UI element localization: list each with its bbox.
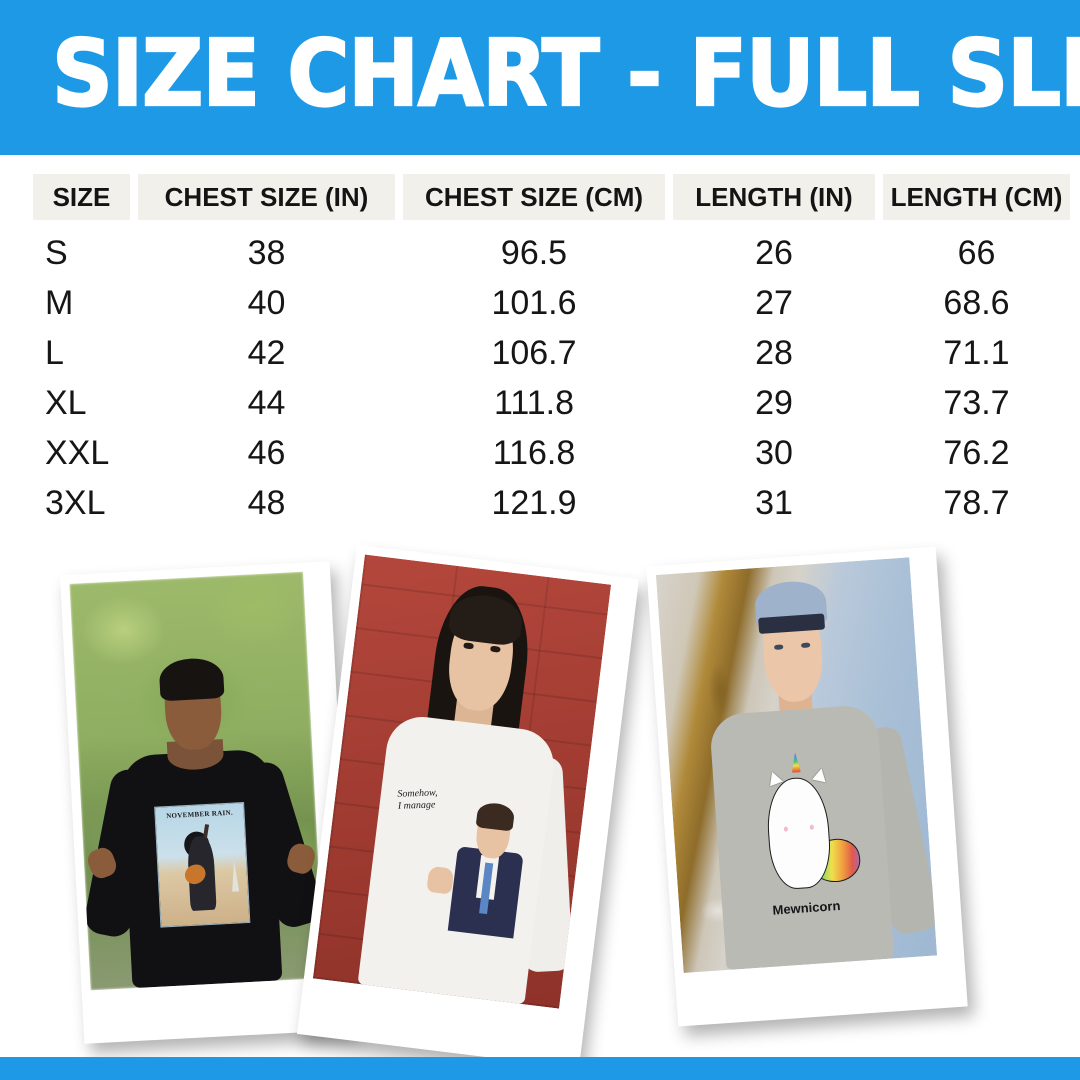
table-row: M 40 101.6 27 68.6	[33, 278, 1080, 328]
cell-chest-in: 46	[247, 434, 286, 472]
cell-chest-in: 48	[247, 484, 286, 522]
size-chart-table: SIZE CHEST SIZE (IN) CHEST SIZE (CM) LEN…	[0, 174, 1080, 528]
table-row: 3XL 48 121.9 31 78.7	[33, 478, 1080, 528]
cat-cheek-right	[809, 824, 814, 831]
table-row: L 42 106.7 28 71.1	[33, 328, 1080, 378]
shirt-print-text: NOVEMBER RAIN.	[165, 808, 234, 820]
product-photo-strip: NOVEMBER RAIN. Somehow, I manage	[0, 530, 1080, 1069]
cell-length-in: 29	[755, 384, 793, 422]
cell-length-cm: 76.2	[943, 434, 1010, 472]
header-body-spacer	[0, 220, 1080, 228]
cell-chest-in: 38	[247, 234, 286, 272]
cell-length-cm: 68.6	[943, 284, 1010, 322]
cell-size: S	[45, 234, 68, 272]
photo-image-white-tee: Somehow, I manage	[312, 554, 612, 1009]
cell-chest-in: 40	[247, 284, 286, 322]
cell-chest-cm: 116.8	[492, 434, 576, 472]
table-row: XXL 46 116.8 30 76.2	[33, 428, 1080, 478]
rainbow-horn	[790, 752, 800, 773]
page-title: SIZE CHART - FULL SLEEVES	[51, 19, 1080, 128]
right-eye	[800, 642, 811, 649]
cell-size: 3XL	[45, 484, 106, 522]
table-row: S 38 96.5 26 66	[33, 228, 1080, 278]
cat-body	[764, 775, 834, 891]
table-row: XL 44 111.8 29 73.7	[33, 378, 1080, 428]
cell-chest-in: 44	[247, 384, 286, 422]
column-header-length-in: LENGTH (IN)	[673, 174, 875, 220]
right-eye	[490, 645, 502, 653]
cell-size: M	[45, 284, 74, 322]
cat-cheek-left	[783, 826, 789, 833]
shirt-graphic-mewnicorn: Mewnicorn	[745, 746, 864, 917]
cell-length-in: 26	[755, 234, 793, 272]
cell-chest-cm: 101.6	[491, 284, 577, 322]
column-header-chest-in: CHEST SIZE (IN)	[138, 174, 395, 220]
cell-chest-cm: 106.7	[491, 334, 577, 372]
photo-image-black-tee: NOVEMBER RAIN.	[69, 571, 325, 991]
shirt-print-script: Somehow, I manage	[397, 786, 480, 813]
product-photo-card-white-tee: Somehow, I manage	[297, 544, 639, 1069]
table-header-row: SIZE CHEST SIZE (IN) CHEST SIZE (CM) LEN…	[33, 174, 1080, 220]
figure-hand	[426, 866, 455, 895]
photo-image-grey-tee: Mewnicorn	[655, 557, 938, 974]
cell-length-cm: 71.1	[943, 334, 1010, 372]
hair	[158, 656, 225, 702]
cell-length-cm: 78.7	[943, 484, 1010, 522]
cell-chest-cm: 111.8	[493, 384, 575, 422]
left-eye	[463, 642, 474, 650]
shirt-graphic-suited-man	[426, 801, 533, 939]
cell-size: XXL	[45, 434, 110, 472]
spire-shape	[231, 860, 240, 891]
column-header-chest-cm: CHEST SIZE (CM)	[403, 174, 665, 220]
cell-length-in: 30	[755, 434, 793, 472]
cell-size: L	[45, 334, 64, 372]
column-header-length-cm: LENGTH (CM)	[883, 174, 1070, 220]
model-figure: NOVEMBER RAIN.	[74, 656, 325, 990]
cell-size: XL	[45, 384, 87, 422]
cell-length-cm: 73.7	[943, 384, 1010, 422]
cell-length-in: 27	[755, 284, 793, 322]
cell-length-cm: 66	[957, 234, 996, 272]
cell-length-in: 31	[755, 484, 793, 522]
cell-chest-in: 42	[247, 334, 286, 372]
product-photo-card-grey-tee: Mewnicorn	[646, 546, 968, 1027]
footer-banner	[0, 1057, 1080, 1080]
cell-chest-cm: 121.9	[491, 484, 577, 522]
header-banner: SIZE CHART - FULL SLEEVES	[0, 0, 1080, 155]
column-header-size: SIZE	[33, 174, 130, 220]
cell-length-in: 28	[755, 334, 793, 372]
cat-ear-right	[812, 766, 829, 783]
shirt-graphic-november-rain: NOVEMBER RAIN.	[153, 801, 251, 928]
cell-chest-cm: 96.5	[500, 234, 568, 272]
